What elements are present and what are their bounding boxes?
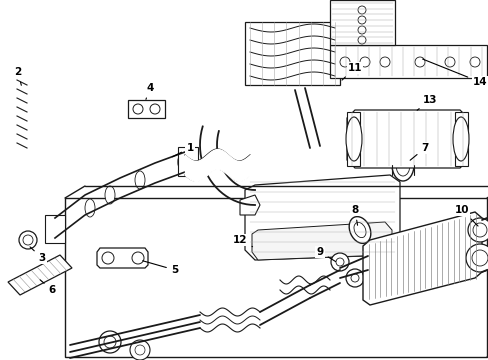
Circle shape	[465, 244, 488, 272]
Circle shape	[339, 57, 349, 67]
Ellipse shape	[348, 217, 370, 243]
Ellipse shape	[181, 155, 189, 169]
Polygon shape	[8, 255, 72, 295]
Circle shape	[346, 269, 363, 287]
Circle shape	[102, 252, 114, 264]
Text: 6: 6	[40, 280, 56, 295]
Ellipse shape	[52, 221, 60, 235]
Polygon shape	[329, 0, 394, 45]
Circle shape	[133, 104, 142, 114]
Circle shape	[472, 223, 486, 237]
Polygon shape	[251, 222, 391, 260]
Circle shape	[350, 274, 358, 282]
Ellipse shape	[346, 117, 361, 161]
Polygon shape	[346, 112, 359, 166]
Text: 3: 3	[30, 247, 45, 263]
Polygon shape	[97, 248, 148, 268]
Circle shape	[23, 235, 33, 245]
Circle shape	[357, 26, 365, 34]
Circle shape	[359, 57, 369, 67]
Circle shape	[132, 252, 143, 264]
Ellipse shape	[85, 199, 95, 217]
Ellipse shape	[178, 151, 192, 173]
Polygon shape	[362, 212, 481, 305]
Circle shape	[130, 340, 150, 360]
Circle shape	[444, 57, 454, 67]
Ellipse shape	[105, 186, 115, 204]
Circle shape	[330, 253, 348, 271]
Circle shape	[335, 258, 343, 266]
Circle shape	[357, 36, 365, 44]
Polygon shape	[45, 215, 65, 243]
Text: 5: 5	[142, 261, 178, 275]
Text: 7: 7	[409, 143, 428, 160]
Circle shape	[467, 218, 488, 242]
Circle shape	[471, 250, 487, 266]
Text: 11: 11	[341, 63, 362, 80]
Polygon shape	[128, 100, 164, 118]
Polygon shape	[178, 147, 198, 176]
Text: 8: 8	[351, 205, 358, 225]
Circle shape	[99, 331, 121, 353]
Ellipse shape	[353, 222, 366, 238]
Circle shape	[150, 104, 160, 114]
Ellipse shape	[452, 117, 468, 161]
Ellipse shape	[49, 217, 63, 239]
Circle shape	[135, 345, 145, 355]
Ellipse shape	[395, 154, 409, 176]
Polygon shape	[244, 175, 399, 260]
Ellipse shape	[391, 149, 413, 181]
Polygon shape	[346, 110, 467, 168]
Circle shape	[379, 57, 389, 67]
Ellipse shape	[135, 171, 145, 189]
Circle shape	[357, 6, 365, 14]
Text: 2: 2	[14, 67, 21, 85]
Text: 12: 12	[232, 235, 252, 247]
Circle shape	[357, 16, 365, 24]
Polygon shape	[65, 198, 486, 357]
Circle shape	[469, 57, 479, 67]
Circle shape	[19, 231, 37, 249]
Polygon shape	[454, 112, 467, 166]
Text: 10: 10	[454, 205, 477, 226]
Text: 4: 4	[145, 83, 153, 99]
Text: 13: 13	[416, 95, 436, 110]
Polygon shape	[329, 45, 486, 78]
Text: 14: 14	[422, 59, 487, 87]
Polygon shape	[240, 195, 260, 215]
Circle shape	[414, 57, 424, 67]
Circle shape	[104, 336, 116, 348]
Text: 9: 9	[316, 247, 335, 262]
Text: 1: 1	[172, 143, 193, 157]
